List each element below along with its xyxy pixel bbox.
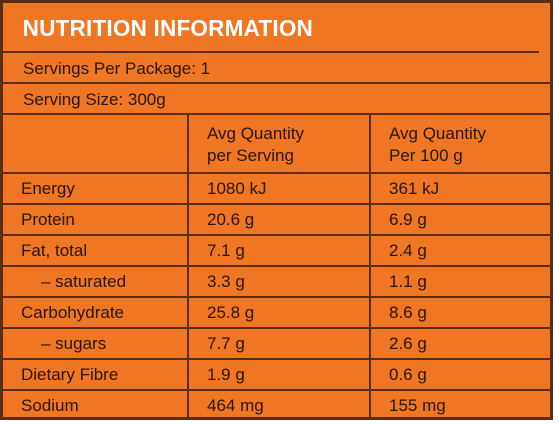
per-100g-value: 8.6 g (370, 297, 550, 329)
nutrient-name: – saturated (3, 266, 189, 298)
per-serving-value: 25.8 g (188, 297, 371, 329)
nutrient-name: Dietary Fibre (3, 359, 189, 391)
table-row: Energy 1080 kJ 361 kJ (3, 173, 550, 205)
per-100g-value: 0.6 g (370, 359, 550, 391)
header-per-serving-line-1: Avg Quantity (207, 123, 305, 143)
per-100g-value: 361 kJ (370, 173, 550, 205)
table-row: – sugars 7.7 g 2.6 g (3, 328, 550, 360)
nutrient-name: Energy (3, 173, 189, 205)
table-row: Carbohydrate 25.8 g 8.6 g (3, 297, 550, 329)
per-serving-value: 3.3 g (188, 266, 371, 298)
per-100g-value: 155 mg (389, 396, 446, 415)
header-per-serving-line-2: per Serving (207, 145, 294, 165)
table-row: Dietary Fibre 1.9 g 0.6 g (3, 359, 550, 391)
nutrient-name: Protein (3, 204, 189, 236)
nutrition-panel: NUTRITION INFORMATION Servings Per Packa… (0, 0, 553, 420)
table-row: – saturated 3.3 g 1.1 g (3, 266, 550, 298)
per-100g-value: 1.1 g (370, 266, 550, 298)
table-row: Protein 20.6 g 6.9 g (3, 204, 550, 236)
nutrition-table: Avg Quantity per Serving Avg Quantity Pe… (3, 115, 550, 420)
per-100g-value: 6.9 g (370, 204, 550, 236)
header-per-100g: Avg Quantity Per 100 g (370, 115, 550, 174)
per-serving-value: 7.1 g (188, 235, 371, 267)
nutrient-name: Carbohydrate (3, 297, 189, 329)
table-row: Sodium 464 mg 155 mg (3, 390, 550, 420)
servings-per-package: Servings Per Package: 1 (3, 53, 550, 84)
per-100g-value: 2.6 g (370, 328, 550, 360)
nutrient-name: – sugars (3, 328, 189, 360)
serving-size: Serving Size: 300g (3, 84, 550, 115)
per-serving-value: 1080 kJ (188, 173, 371, 205)
per-100g-value: 2.4 g (370, 235, 550, 267)
header-per-100g-line-2: Per 100 g (389, 145, 463, 165)
header-per-serving: Avg Quantity per Serving (188, 115, 371, 174)
per-serving-value: 1.9 g (188, 359, 371, 391)
header-nutrient-cell (3, 115, 189, 174)
per-serving-value: 464 mg (188, 390, 371, 420)
nutrient-name: Fat, total (3, 235, 189, 267)
header-per-100g-line-1: Avg Quantity (389, 123, 487, 143)
per-serving-value: 7.7 g (188, 328, 371, 360)
panel-title: NUTRITION INFORMATION (3, 3, 540, 53)
table-row: Fat, total 7.1 g 2.4 g (3, 235, 550, 267)
per-serving-value: 20.6 g (188, 204, 371, 236)
nutrient-name: Sodium (3, 390, 189, 420)
table-header-row: Avg Quantity per Serving Avg Quantity Pe… (3, 115, 550, 174)
